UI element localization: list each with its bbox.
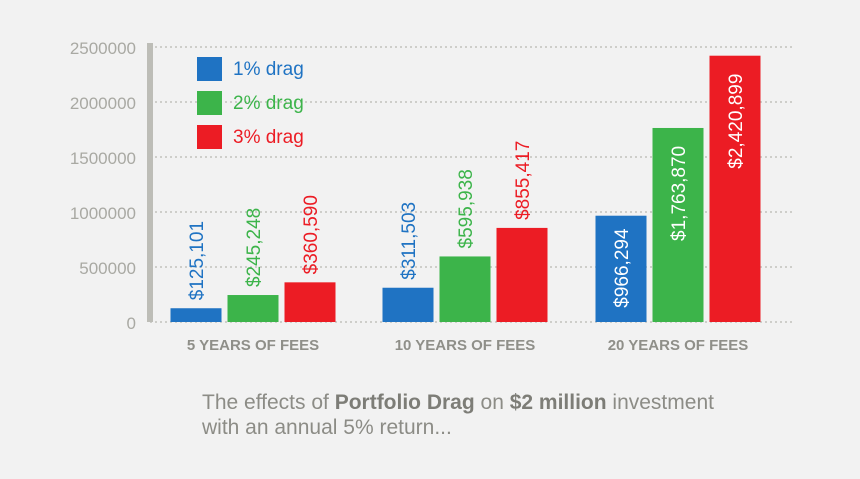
bar: [496, 227, 548, 322]
y-tick-label: 500000: [79, 259, 136, 278]
bar: [227, 295, 279, 322]
bar-value-label: $855,417: [513, 141, 534, 220]
caption-text-2: on: [474, 391, 510, 414]
chart-caption: The effects of Portfolio Drag on $2 mill…: [202, 390, 822, 440]
bar-value-label: $245,248: [244, 208, 265, 287]
bar: [170, 308, 222, 322]
category-label: 5 YEARS OF FEES: [187, 337, 319, 354]
caption-text-1: The effects of: [202, 391, 335, 414]
bar-value-label: $125,101: [187, 221, 208, 300]
bar-value-label: $2,420,899: [726, 74, 747, 169]
bar-value-label: $966,294: [612, 228, 633, 308]
bar-value-label: $1,763,870: [669, 146, 690, 241]
caption-bold-portfolio-drag: Portfolio Drag: [334, 391, 475, 414]
legend-swatch: [197, 57, 222, 81]
category-label: 10 YEARS OF FEES: [395, 337, 536, 354]
y-tick-label: 1500000: [70, 149, 136, 168]
y-tick-label: 1000000: [70, 204, 136, 223]
y-tick-label: 2000000: [70, 94, 136, 113]
y-tick-label: 0: [127, 314, 136, 333]
bar-value-label: $311,503: [399, 202, 420, 280]
y-tick-label: 2500000: [70, 39, 136, 58]
legend-swatch: [197, 91, 222, 115]
bar: [652, 127, 704, 322]
category-label: 20 YEARS OF FEES: [608, 337, 749, 354]
bar: [439, 256, 491, 322]
caption-text-3: investment: [606, 391, 714, 414]
caption-bold-amount: $2 million: [509, 391, 607, 414]
bar: [284, 282, 336, 322]
legend-label: 2% drag: [233, 93, 304, 114]
bar-value-label: $360,590: [301, 195, 322, 274]
bar: [595, 215, 647, 322]
bar: [709, 55, 761, 322]
legend-label: 3% drag: [233, 127, 304, 148]
legend-label: 1% drag: [233, 59, 304, 80]
caption-line-2: with an annual 5% return...: [202, 416, 452, 439]
bar: [382, 287, 434, 322]
bar-value-label: $595,938: [456, 169, 477, 248]
legend-swatch: [197, 125, 222, 149]
